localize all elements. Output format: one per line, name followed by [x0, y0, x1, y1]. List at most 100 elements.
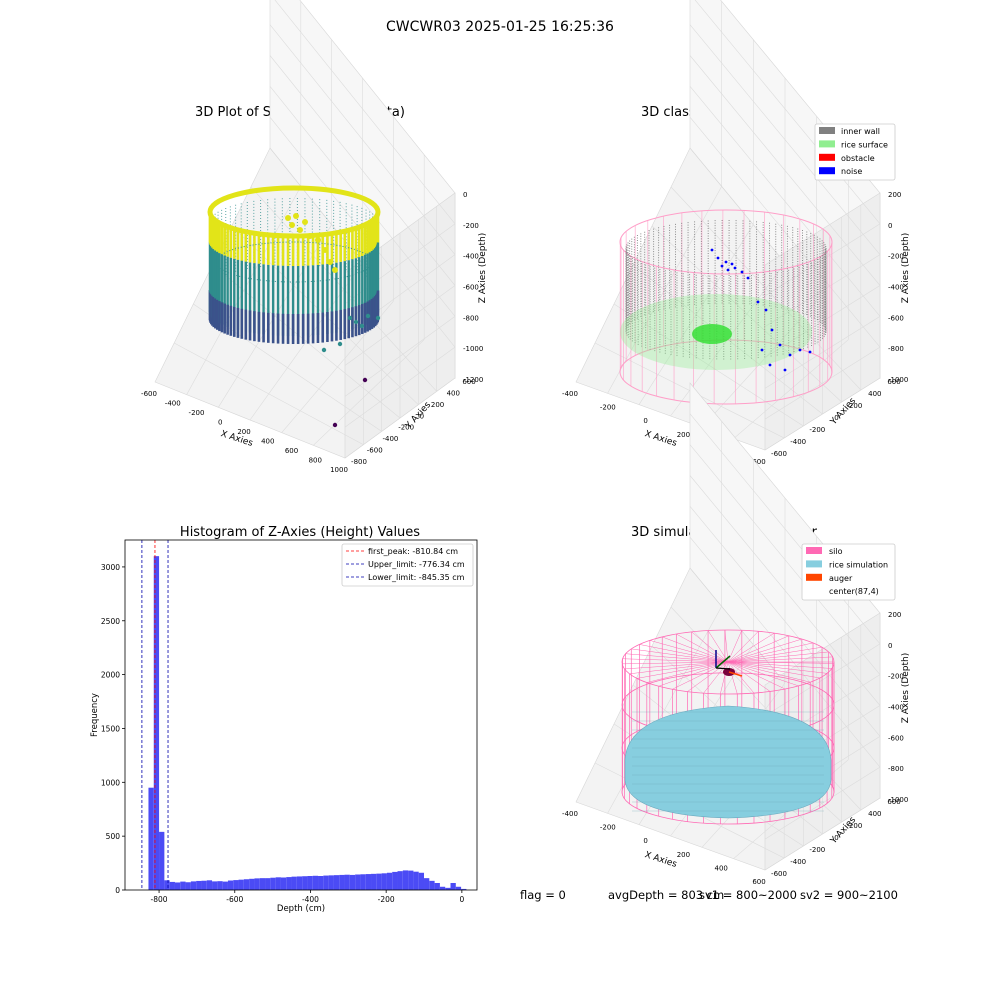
sim-silo-roof-spoke: [727, 661, 820, 679]
cls-z-tick: -400: [888, 284, 904, 292]
histogram-bar: [270, 877, 276, 890]
histogram-bar: [259, 878, 266, 890]
histogram-bar: [312, 875, 319, 890]
sim-z-tick: -600: [888, 734, 904, 742]
cls-noise-point: [710, 248, 714, 252]
sim-y-tick: 200: [849, 822, 862, 830]
cls-noise-point: [740, 270, 744, 274]
sim-silo-roof-spoke: [707, 630, 729, 663]
sim-z-tick: -1000: [888, 796, 908, 804]
cls-legend-label: inner wall: [841, 127, 880, 136]
cls-x-tick: 600: [752, 458, 765, 466]
histogram-x-tick-label: -200: [378, 895, 395, 904]
simulation-plot-tick-labels: -400-2000200400600-600-400-2000200400600…: [562, 611, 908, 886]
cls-z-tick: 0: [888, 222, 892, 230]
histogram-bar: [429, 880, 435, 890]
sim-silo-ring: [621, 629, 835, 695]
histogram-x-label: Depth (cm): [277, 904, 325, 914]
cls-noise-point: [768, 363, 772, 367]
histogram-legend-label: Lower_limit: -845.35 cm: [368, 573, 465, 582]
simulation-z-axis-label: Z Axies (Depth): [901, 653, 911, 724]
raw-x-tick: 200: [237, 428, 250, 436]
sim-x-tick: 600: [752, 878, 765, 886]
histogram-bar: [148, 787, 154, 890]
cls-noise-point: [726, 268, 730, 272]
classify-plot-points: [619, 209, 833, 405]
histogram-bar: [408, 870, 414, 890]
raw-plot-points: [207, 185, 381, 428]
raw-y-tick: 0: [420, 412, 424, 420]
cls-legend-swatch: [819, 153, 835, 161]
sim-y-tick: 400: [868, 810, 881, 818]
raw-obstacle-point: [322, 247, 328, 253]
cls-noise-point: [778, 343, 782, 347]
raw-y-tick: -600: [367, 447, 383, 455]
sim-silo-roof-spoke: [649, 640, 729, 663]
raw-x-tick: 1000: [330, 466, 348, 474]
sim-silo-roof-spoke: [727, 656, 833, 663]
sim-auger-arm: [728, 671, 743, 677]
histogram-bar: [280, 877, 287, 890]
histogram-bar: [439, 886, 446, 890]
histogram-bar: [418, 872, 425, 890]
sim-silo-roof-spoke: [622, 658, 729, 663]
sim-silo-roof-spoke: [676, 633, 729, 663]
raw-x-tick: -600: [141, 390, 157, 398]
sim-silo-roof-spoke: [687, 661, 729, 692]
sim-z-tick: -200: [888, 673, 904, 681]
raw-noise-point: [375, 315, 381, 321]
histogram-bar: [159, 831, 165, 890]
histogram-bar: [243, 879, 250, 890]
sim-silo-roof-spoke: [724, 629, 729, 663]
cls-z-tick: -200: [888, 253, 904, 261]
sim-legend-frame: [801, 543, 896, 601]
raw-data-3d-plot: 3D Plot of Silo Interior(row data) -600-…: [141, 0, 488, 474]
cls-legend-swatch: [819, 167, 835, 175]
raw-obstacle-point: [289, 222, 295, 228]
sim-silo-roof-spoke: [727, 661, 771, 692]
cls-z-tick: 200: [888, 191, 901, 199]
raw-noise-point: [347, 315, 353, 321]
raw-noise-point: [365, 313, 371, 319]
raw-inner-surface: [215, 241, 373, 283]
histogram-y-ticks: 0 500 1000 1500 2000 2500 3000: [101, 563, 125, 895]
histogram-bar: [371, 873, 377, 890]
histogram-x-tick-label: -600: [226, 895, 243, 904]
histogram-legend-frame: [341, 543, 474, 587]
sim-silo-roof-spoke: [636, 661, 729, 679]
sim-y-tick: -600: [771, 870, 787, 878]
cls-x-tick: 0: [643, 417, 647, 425]
histogram-bar: [201, 880, 207, 890]
histogram-bar: [265, 878, 271, 890]
cls-back-grid: [694, 0, 881, 225]
histogram-bar: [286, 877, 292, 890]
sim-silo-roof-spoke: [727, 661, 755, 694]
histogram-reference-lines: [141, 540, 169, 890]
status-sv2: sv2 = 900~2100: [800, 888, 898, 902]
histogram-bar: [217, 881, 223, 890]
raw-top-rim: [207, 185, 381, 239]
status-avg-depth: avgDepth = 803 cm: [608, 888, 725, 902]
sim-silo-roof-spoke: [625, 653, 729, 663]
cls-legend-frame: [814, 123, 896, 181]
raw-obstacle-point: [327, 259, 333, 265]
cls-noise-point: [764, 308, 768, 312]
sim-legend-swatch: [806, 560, 822, 568]
sim-y-tick: 0: [834, 834, 838, 842]
classify-plot-axes-box: [575, 0, 881, 451]
histogram-bar: [450, 883, 456, 890]
histogram-bar: [461, 888, 467, 890]
raw-z-tick: -200: [463, 222, 479, 230]
cls-noise-point: [746, 276, 750, 280]
cls-z-tick: -600: [888, 314, 904, 322]
histogram-bar: [233, 880, 239, 890]
raw-y-tick: -400: [382, 435, 398, 443]
raw-x-tick: -200: [189, 409, 205, 417]
histogram-bar: [206, 880, 213, 890]
sim-silo-roof-spoke: [624, 661, 729, 670]
cls-y-tick: 600: [887, 378, 900, 386]
cls-x-tick: -200: [600, 404, 616, 412]
histogram-bar: [386, 872, 393, 890]
sim-x-tick: 0: [643, 837, 647, 845]
